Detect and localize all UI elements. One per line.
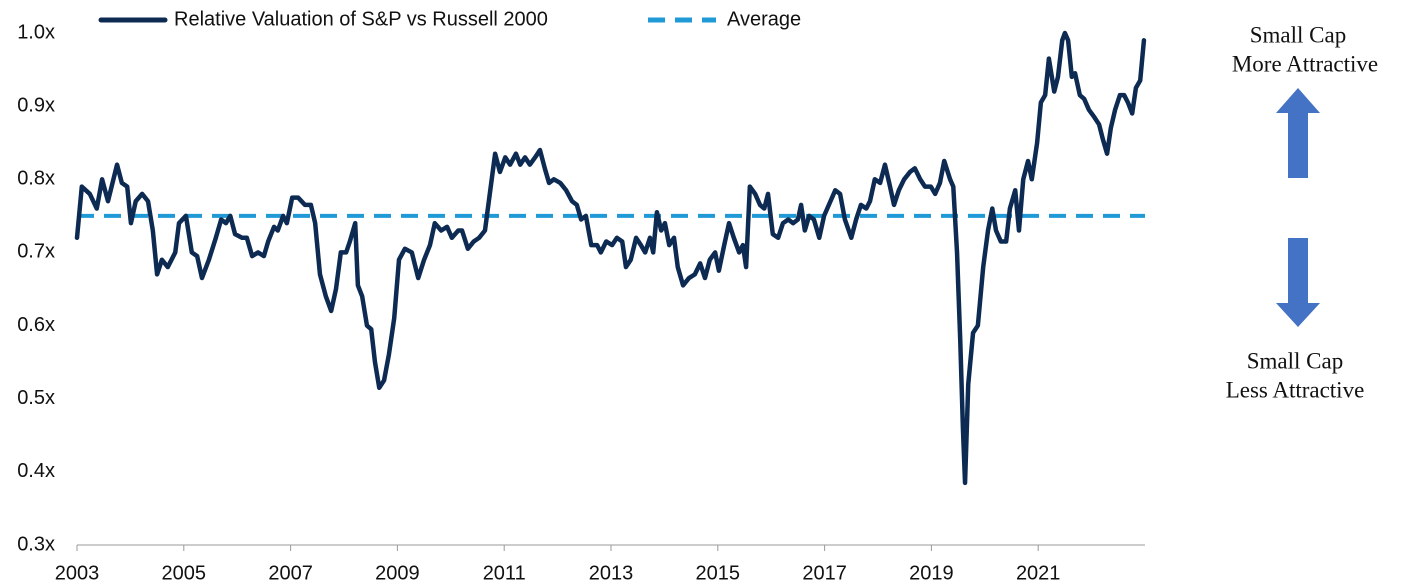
arrow-up bbox=[1276, 88, 1320, 178]
x-tick-label: 2005 bbox=[162, 562, 207, 584]
legend-label: Average bbox=[727, 8, 801, 30]
annotation: Small Cap bbox=[1250, 22, 1346, 47]
y-tick-label: 0.8x bbox=[17, 168, 55, 190]
x-tick-label: 2021 bbox=[1016, 562, 1061, 584]
x-tick-label: 2007 bbox=[268, 562, 313, 584]
x-tick-label: 2017 bbox=[802, 562, 847, 584]
y-tick-label: 0.6x bbox=[17, 314, 55, 336]
annotation: More Attractive bbox=[1232, 51, 1378, 76]
x-tick-label: 2011 bbox=[483, 562, 526, 584]
x-tick-label: 2013 bbox=[589, 562, 634, 584]
arrow-down bbox=[1276, 238, 1320, 327]
y-tick-label: 0.3x bbox=[17, 533, 55, 555]
x-tick-label: 2003 bbox=[55, 562, 100, 584]
annotation: Small Cap bbox=[1247, 348, 1343, 373]
y-tick-label: 0.7x bbox=[17, 241, 55, 263]
y-tick-label: 0.4x bbox=[17, 460, 55, 482]
data-line bbox=[74, 30, 1147, 486]
y-tick-label: 1.0x bbox=[17, 21, 55, 43]
x-tick-label: 2009 bbox=[375, 562, 420, 584]
legend-label: Relative Valuation of S&P vs Russell 200… bbox=[174, 8, 548, 30]
y-tick-label: 0.9x bbox=[17, 94, 55, 116]
x-tick-label: 2019 bbox=[909, 562, 954, 584]
y-tick-label: 0.5x bbox=[17, 387, 55, 409]
x-tick-label: 2015 bbox=[696, 562, 741, 584]
annotation: Less Attractive bbox=[1226, 377, 1365, 402]
